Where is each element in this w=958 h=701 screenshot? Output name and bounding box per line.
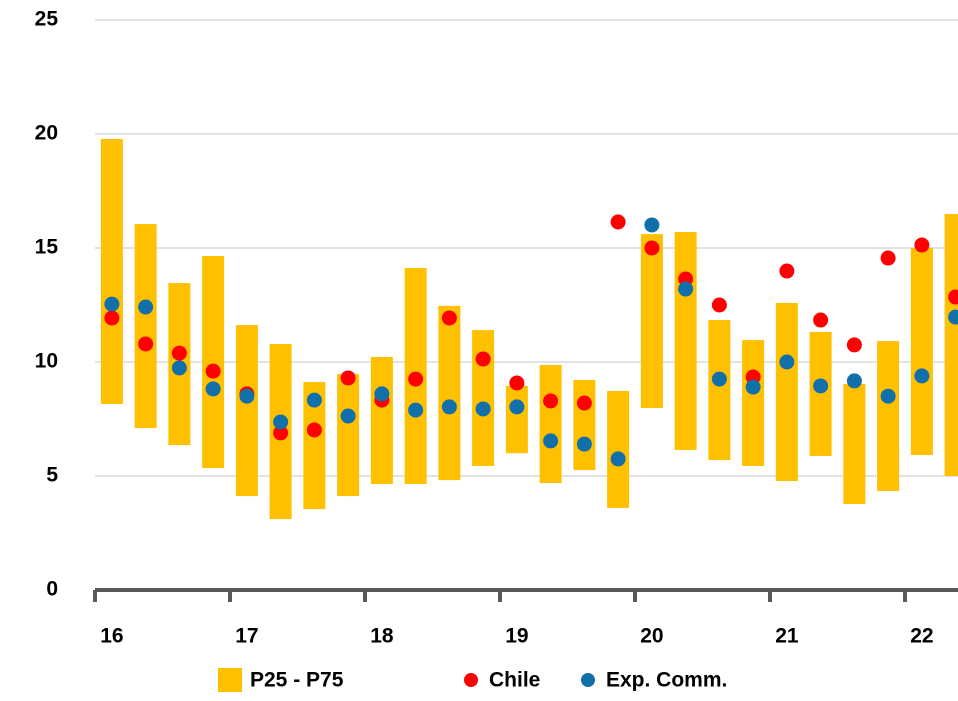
legend-label: Chile bbox=[489, 669, 540, 692]
point bbox=[104, 310, 120, 326]
point bbox=[509, 399, 525, 415]
range-bar bbox=[607, 390, 630, 508]
point bbox=[543, 433, 559, 449]
point bbox=[576, 436, 592, 452]
range-bar bbox=[708, 320, 731, 461]
point bbox=[273, 425, 289, 441]
x-tick-label: 20 bbox=[640, 625, 663, 648]
point bbox=[171, 345, 187, 361]
x-tick-label: 21 bbox=[775, 625, 799, 648]
x-tick-label: 17 bbox=[235, 625, 258, 648]
point bbox=[340, 370, 356, 386]
x-tick-label: 22 bbox=[910, 625, 933, 648]
range-bar bbox=[235, 325, 258, 497]
range-bar bbox=[438, 305, 461, 481]
point bbox=[509, 375, 525, 391]
point bbox=[239, 388, 255, 404]
point bbox=[138, 299, 154, 315]
range-bar bbox=[877, 341, 900, 492]
range-bar bbox=[539, 364, 562, 484]
point bbox=[914, 237, 930, 253]
point bbox=[779, 354, 795, 370]
point bbox=[914, 368, 930, 384]
point bbox=[441, 310, 457, 326]
y-tick-label: 20 bbox=[35, 122, 58, 145]
point bbox=[374, 386, 390, 402]
point bbox=[711, 297, 727, 313]
y-tick-label: 0 bbox=[46, 578, 58, 601]
point bbox=[846, 337, 862, 353]
range-bar bbox=[573, 380, 596, 471]
x-tick-label: 16 bbox=[100, 625, 123, 648]
x-tick-label: 18 bbox=[370, 625, 394, 648]
point bbox=[340, 408, 356, 424]
point bbox=[880, 250, 896, 266]
range-bar bbox=[370, 356, 393, 484]
point bbox=[813, 378, 829, 394]
range-bar bbox=[472, 330, 495, 466]
point bbox=[644, 240, 660, 256]
point bbox=[610, 451, 626, 467]
point bbox=[475, 351, 491, 367]
range-bar bbox=[134, 224, 157, 429]
legend-swatch bbox=[464, 673, 478, 687]
point bbox=[745, 379, 761, 395]
point bbox=[846, 373, 862, 389]
point bbox=[779, 263, 795, 279]
point bbox=[711, 371, 727, 387]
y-tick-label: 15 bbox=[35, 236, 59, 259]
point bbox=[104, 296, 120, 312]
range-bar bbox=[303, 382, 326, 510]
range-bar bbox=[337, 374, 360, 497]
legend-swatch bbox=[218, 668, 242, 692]
point bbox=[475, 401, 491, 417]
point bbox=[171, 360, 187, 376]
range-bar bbox=[100, 139, 123, 404]
point bbox=[576, 395, 592, 411]
point bbox=[408, 371, 424, 387]
range-bar bbox=[202, 255, 225, 469]
point bbox=[138, 336, 154, 352]
range-bar bbox=[775, 302, 798, 482]
point bbox=[205, 363, 221, 379]
range-bar bbox=[910, 248, 933, 456]
point bbox=[644, 217, 660, 233]
range-bar bbox=[505, 385, 528, 454]
range-bar bbox=[809, 331, 832, 456]
point bbox=[813, 312, 829, 328]
point bbox=[678, 281, 694, 297]
point bbox=[543, 393, 559, 409]
range-bar bbox=[674, 232, 697, 451]
y-tick-label: 10 bbox=[35, 350, 58, 373]
y-tick-label: 5 bbox=[46, 464, 58, 487]
legend-label: P25 - P75 bbox=[250, 669, 344, 692]
range-bar bbox=[944, 214, 958, 476]
point bbox=[948, 289, 958, 305]
y-tick-label: 25 bbox=[35, 8, 59, 31]
point bbox=[880, 388, 896, 404]
range-bar bbox=[742, 340, 765, 466]
point bbox=[273, 414, 289, 430]
point bbox=[205, 381, 221, 397]
x-tick-label: 19 bbox=[505, 625, 528, 648]
point bbox=[610, 214, 626, 230]
legend-swatch bbox=[581, 673, 595, 687]
range-bar bbox=[843, 383, 866, 505]
legend-label: Exp. Comm. bbox=[606, 669, 727, 692]
range-bar bbox=[640, 234, 663, 409]
point bbox=[306, 392, 322, 408]
point bbox=[306, 422, 322, 438]
point bbox=[441, 399, 457, 415]
point bbox=[948, 309, 958, 325]
point bbox=[408, 402, 424, 418]
